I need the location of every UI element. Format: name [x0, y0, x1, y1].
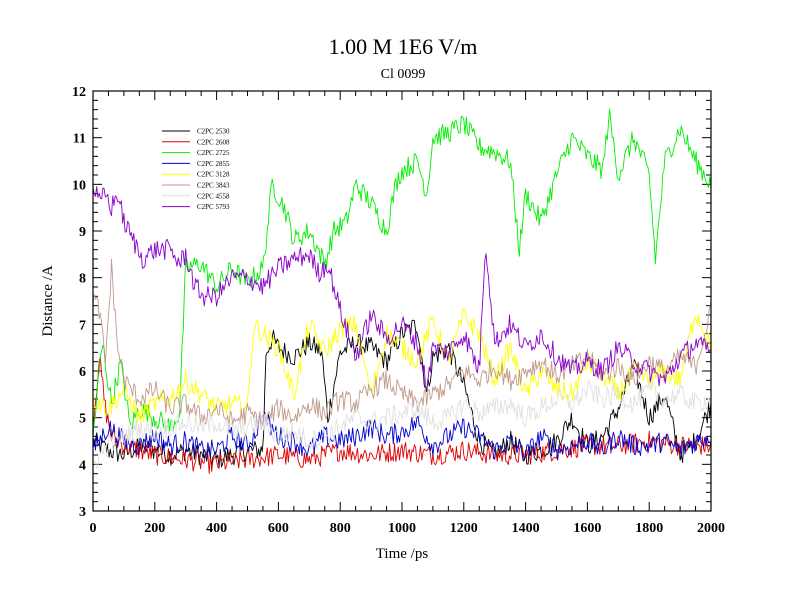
legend-entry: C2PC 5793 — [197, 203, 230, 211]
y-tick-label: 10 — [72, 178, 86, 193]
axis-ticks — [92, 90, 712, 512]
y-tick-label: 5 — [79, 412, 86, 427]
y-tick-label: 9 — [79, 225, 86, 240]
x-tick-label: 1200 — [450, 521, 478, 536]
series-line-c2pc-3843 — [92, 258, 712, 431]
x-tick-label: 600 — [268, 521, 289, 536]
x-tick-label: 2000 — [697, 521, 725, 536]
legend-entry: C2PC 2725 — [197, 149, 230, 157]
tick-labels: 0 200 400 600 800 1000 1200 1400 1600 1800 2000 3 4 5… — [72, 85, 725, 536]
series-line-c2pc-2855 — [92, 411, 712, 462]
series-line-c2pc-2608 — [92, 356, 712, 474]
chart-subtitle: Cl 0099 — [381, 67, 426, 82]
legend-entry: C2PC 4558 — [197, 192, 230, 200]
series-line-c2pc-2725 — [92, 108, 712, 436]
x-tick-label: 1600 — [573, 521, 601, 536]
y-tick-label: 7 — [79, 318, 86, 333]
y-tick-label: 11 — [73, 132, 86, 147]
x-axis-label: Time /ps — [376, 546, 429, 562]
series-line-c2pc-4558 — [92, 379, 712, 469]
x-tick-label: 0 — [90, 521, 97, 536]
x-tick-label: 1800 — [635, 521, 663, 536]
y-tick-label: 3 — [79, 505, 86, 520]
x-tick-label: 400 — [206, 521, 227, 536]
legend-entry: C2PC 3843 — [197, 182, 230, 190]
y-tick-label: 6 — [79, 365, 86, 380]
legend: C2PC 2530 C2PC 2608 C2PC 2725 C2PC 2855 C2PC… — [162, 128, 230, 211]
series-line-c2pc-2530 — [92, 319, 712, 469]
plot-frame — [92, 90, 712, 512]
legend-entry: C2PC 2530 — [197, 128, 230, 136]
series-layer — [92, 108, 712, 474]
series-line-c2pc-3128 — [92, 308, 712, 424]
x-tick-label: 800 — [330, 521, 351, 536]
x-tick-label: 200 — [144, 521, 165, 536]
y-tick-label: 12 — [72, 85, 86, 100]
x-tick-label: 1000 — [388, 521, 416, 536]
y-axis-label: Distance /A — [40, 265, 56, 336]
y-tick-label: 4 — [79, 458, 86, 473]
legend-entry: C2PC 2608 — [197, 138, 230, 146]
legend-entry: C2PC 2855 — [197, 160, 230, 168]
chart-title: 1.00 M 1E6 V/m — [329, 34, 478, 59]
legend-entry: C2PC 3128 — [197, 171, 230, 179]
y-tick-label: 8 — [79, 272, 86, 287]
series-line-c2pc-5793 — [92, 186, 712, 390]
x-tick-label: 1400 — [512, 521, 540, 536]
